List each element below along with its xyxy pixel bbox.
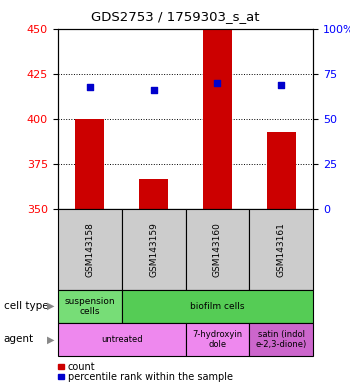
Text: suspension
cells: suspension cells <box>64 296 115 316</box>
Text: biofilm cells: biofilm cells <box>190 302 245 311</box>
Text: GSM143158: GSM143158 <box>85 222 94 277</box>
Text: count: count <box>68 362 95 372</box>
Text: satin (indol
e-2,3-dione): satin (indol e-2,3-dione) <box>256 330 307 349</box>
Text: GSM143159: GSM143159 <box>149 222 158 277</box>
Text: GSM143160: GSM143160 <box>213 222 222 277</box>
Text: cell type: cell type <box>4 301 48 311</box>
Text: GDS2753 / 1759303_s_at: GDS2753 / 1759303_s_at <box>91 10 259 23</box>
Text: percentile rank within the sample: percentile rank within the sample <box>68 371 232 382</box>
Text: untreated: untreated <box>101 335 142 344</box>
Point <box>279 82 284 88</box>
Text: ▶: ▶ <box>47 301 54 311</box>
Bar <box>203 29 232 209</box>
Bar <box>75 119 104 209</box>
Bar <box>267 132 296 209</box>
Point <box>215 80 220 86</box>
Text: agent: agent <box>4 334 34 344</box>
Point <box>87 83 92 89</box>
Text: ▶: ▶ <box>47 334 54 344</box>
Point <box>151 87 156 93</box>
Bar <box>139 179 168 209</box>
Text: 7-hydroxyin
dole: 7-hydroxyin dole <box>193 330 243 349</box>
Text: GSM143161: GSM143161 <box>277 222 286 277</box>
